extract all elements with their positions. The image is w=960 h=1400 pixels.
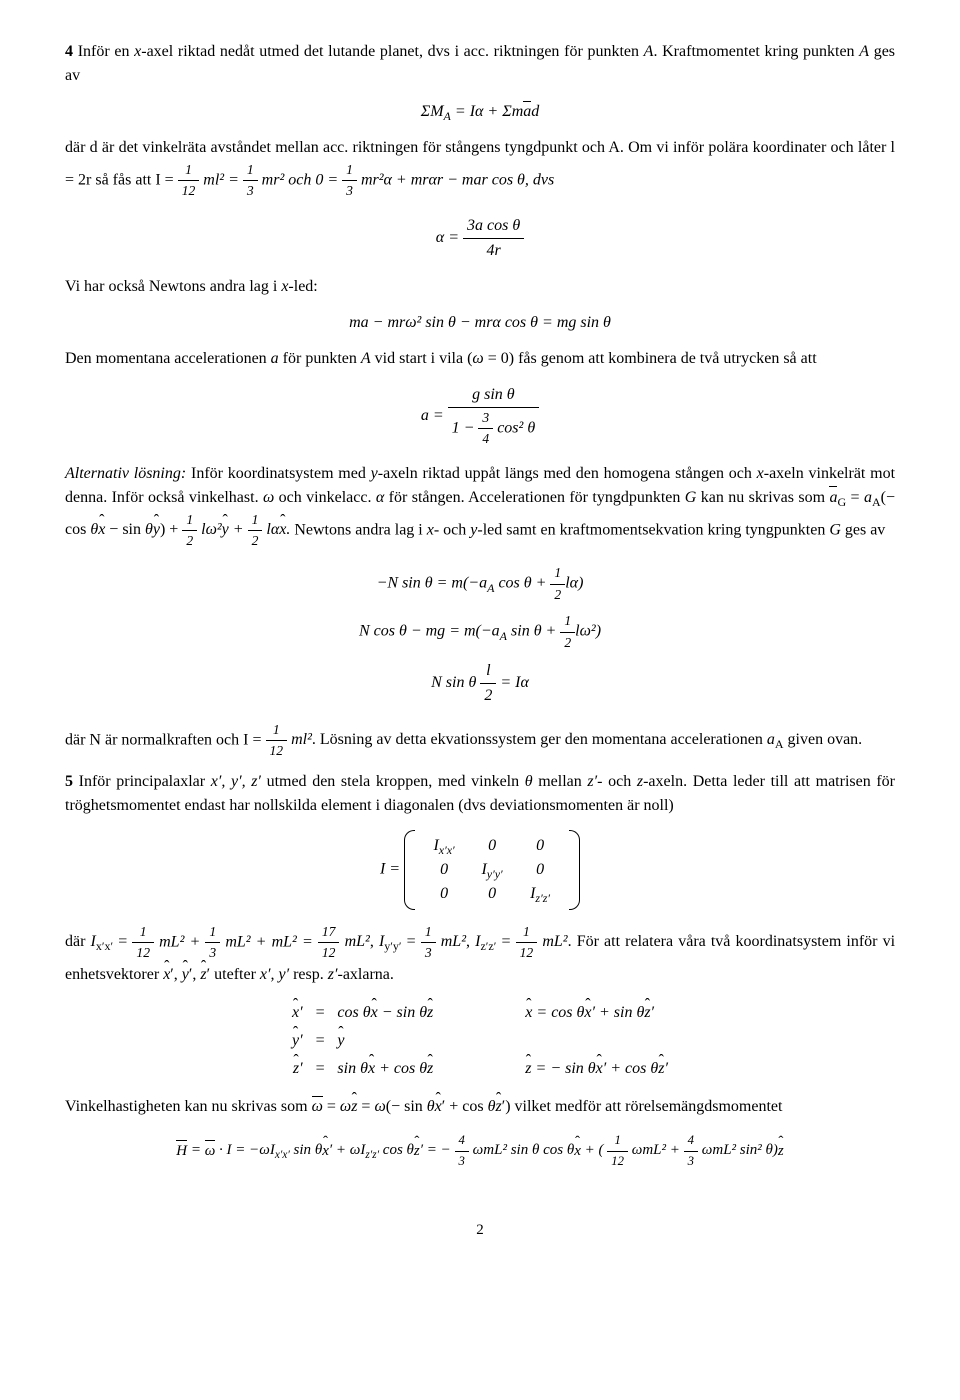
text: Den momentana accelerationen a för punkt…: [65, 350, 817, 367]
problem-5-label: 5: [65, 773, 73, 790]
text: Vi har också Newtons andra lag i x-led:: [65, 278, 318, 295]
fraction-1-12e: 112: [607, 1131, 628, 1170]
text: Newtons andra lag i x- och y-led samt en…: [294, 521, 885, 538]
fraction-1-3: 13: [243, 160, 258, 202]
paragraph-5a: 5 Inför principalaxlar x′, y′, z′ utmed …: [65, 770, 895, 818]
matrix-cell: Iz′z′: [530, 885, 550, 902]
fraction-1-3d: 13: [421, 922, 436, 964]
matrix-cell: Iy′y′: [481, 861, 502, 878]
fraction-4-3b: 43: [684, 1131, 698, 1170]
equation-alpha: α = 3a cos θ4r: [65, 214, 895, 263]
equation-angular-momentum: H = ω · I = −ωIx′x′ sin θx′ + ωIz′z′ cos…: [65, 1131, 895, 1170]
text: mL² + mL² =: [225, 933, 318, 950]
matrix-cell: 0: [470, 834, 514, 858]
equation-5b: N cos θ − mg = m(−aA sin θ + 12lω²): [65, 611, 895, 653]
paragraph-4d: Den momentana accelerationen a för punkt…: [65, 347, 895, 371]
fraction-1-12b: 112: [266, 720, 288, 762]
text: Inför principalaxlar x′, y′, z′ utmed de…: [65, 773, 895, 814]
equation-inertia-matrix: I = Ix′x′ 0 0 0 Iy′y′ 0 0 0 Iz′z′: [65, 830, 895, 910]
paragraph-5b: där Ix′x′ = 112 mL² + 13 mL² + mL² = 171…: [65, 922, 895, 988]
text: mL², Iy′y′ =: [345, 933, 421, 950]
text: ml² =: [203, 172, 243, 189]
paragraph-4-alternative: Alternativ lösning: Inför koordinatsyste…: [65, 462, 895, 552]
paragraph-4c: Vi har också Newtons andra lag i x-led:: [65, 275, 895, 299]
matrix-cell: 0: [470, 882, 514, 906]
text: ml². Lösning av detta ekvationssystem ge…: [291, 731, 862, 748]
problem-4-label: 4: [65, 43, 73, 60]
fraction-4-3a: 43: [455, 1131, 469, 1170]
matrix-cell: 0: [422, 858, 466, 882]
equation-acceleration: a = g sin θ 1 − 34 cos² θ: [65, 383, 895, 450]
fraction-17-12: 1712: [318, 922, 340, 964]
inertia-matrix: Ix′x′ 0 0 0 Iy′y′ 0 0 0 Iz′z′: [404, 830, 580, 910]
matrix-cell: 0: [518, 858, 562, 882]
text: där Ix′x′ =: [65, 933, 132, 950]
text: där N är normalkraften och I =: [65, 731, 266, 748]
equation-system-block: −N sin θ = m(−aA cos θ + 12lα) N cos θ −…: [65, 563, 895, 708]
equation-5a: −N sin θ = m(−aA cos θ + 12lα): [65, 563, 895, 605]
fraction-1-3c: 13: [205, 922, 220, 964]
text: mL² +: [159, 933, 205, 950]
equation-moment-sum: ΣMA = Iα + Σmad: [65, 100, 895, 124]
paragraph-5c: Vinkelhastigheten kan nu skrivas som ω =…: [65, 1095, 895, 1119]
equation-newton-x: ma − mrω² sin θ − mrα cos θ = mg sin θ: [65, 311, 895, 335]
fraction-1-3b: 13: [342, 160, 357, 202]
equation-5c: N sin θ l2 = Iα: [65, 659, 895, 708]
text: Vinkelhastigheten kan nu skrivas som ω =…: [65, 1098, 782, 1115]
matrix-cell: Ix′x′: [433, 837, 454, 854]
page-number: 2: [65, 1219, 895, 1242]
text: mL², Iz′z′ =: [441, 933, 516, 950]
text: Inför en x-axel riktad nedåt utmed det l…: [65, 43, 895, 84]
paragraph-4a: 4 Inför en x-axel riktad nedåt utmed det…: [65, 40, 895, 88]
fraction-1-12c: 112: [132, 922, 154, 964]
text: mr² och 0 =: [262, 172, 342, 189]
text: mr²α + mrαr − mar cos θ, dvs: [361, 172, 554, 189]
paragraph-4e: där N är normalkraften och I = 112 ml². …: [65, 720, 895, 762]
fraction-1-2b: 12: [248, 510, 263, 552]
paragraph-4b: där d är det vinkelräta avståndet mellan…: [65, 136, 895, 202]
equation-unit-vectors: x′ = cos θx − sin θz x = cos θx′ + sin θ…: [65, 999, 895, 1083]
alt-solution-label: Alternativ lösning:: [65, 465, 186, 482]
matrix-cell: 0: [518, 834, 562, 858]
fraction-1-2a: 12: [182, 510, 197, 552]
text: lαx.: [266, 521, 290, 538]
text: lω²y +: [201, 521, 247, 538]
fraction-1-12d: 112: [516, 922, 538, 964]
fraction-1-12: 112: [178, 160, 200, 202]
matrix-cell: 0: [422, 882, 466, 906]
